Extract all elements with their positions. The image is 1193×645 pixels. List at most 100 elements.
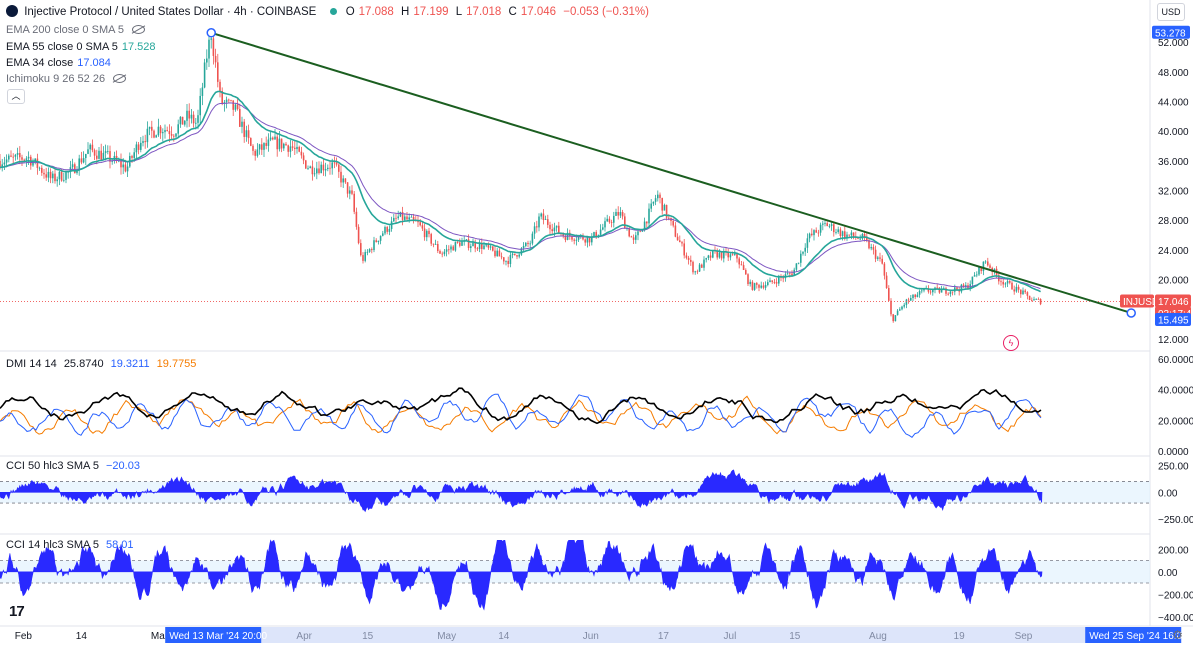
- candle-body: [982, 261, 985, 272]
- candle-body: [263, 143, 265, 150]
- flash-event-icon[interactable]: ϟ: [1003, 335, 1019, 351]
- candle-body: [243, 121, 245, 137]
- ema55-legend[interactable]: EMA 55 close 0 SMA 5 17.528: [6, 41, 156, 53]
- ema200-legend[interactable]: EMA 200 close 0 SMA 5: [6, 24, 149, 36]
- candle-body: [599, 229, 602, 235]
- candle-body: [452, 246, 454, 251]
- candle-body: [107, 151, 109, 152]
- cci50-legend[interactable]: CCI 50 hlc3 SMA 5 −20.03: [6, 460, 140, 472]
- last-price-tag: 17.046: [1158, 297, 1189, 308]
- candle-body: [1026, 292, 1029, 296]
- candle-body: [212, 38, 215, 56]
- candle-body: [252, 145, 254, 151]
- dmi-legend[interactable]: DMI 14 14 25.8740 19.3211 19.7755: [6, 358, 197, 370]
- chevron-up-icon[interactable]: ︿: [7, 89, 25, 104]
- tradingview-logo-icon[interactable]: 17: [9, 603, 25, 620]
- candle-body: [465, 239, 468, 241]
- candle-body: [366, 251, 369, 253]
- candle-body: [945, 288, 947, 294]
- currency-button[interactable]: USD: [1157, 3, 1185, 21]
- hidden-eye-icon[interactable]: [113, 74, 127, 83]
- candle-body: [1035, 298, 1037, 300]
- candle-body: [100, 150, 102, 160]
- candle-body: [775, 282, 778, 284]
- candle-body: [419, 222, 421, 226]
- candle-body: [98, 150, 100, 159]
- candle-body: [738, 258, 740, 265]
- candle-body: [591, 236, 593, 243]
- candle-body: [285, 143, 287, 146]
- candle-body: [269, 137, 272, 140]
- candle-body: [302, 155, 305, 161]
- price-tick-label: 36.000: [1158, 157, 1189, 168]
- candle-body: [835, 232, 837, 233]
- candle-body: [397, 216, 399, 219]
- candle-body: [408, 217, 410, 220]
- candle-body: [43, 172, 45, 175]
- symbol-title[interactable]: Injective Protocol / United States Dolla…: [24, 6, 317, 18]
- candle-body: [441, 253, 443, 255]
- candle-body: [863, 234, 866, 237]
- candle-body: [582, 235, 584, 240]
- candle-body: [848, 234, 850, 236]
- gear-icon[interactable]: ⚙: [1172, 628, 1183, 642]
- candle-body: [148, 126, 151, 129]
- ichimoku-legend[interactable]: Ichimoku 9 26 52 26: [6, 73, 130, 85]
- candle-body: [340, 171, 342, 183]
- candle-body: [850, 232, 853, 236]
- candle-body: [476, 248, 479, 250]
- high-value: 17.199: [413, 6, 449, 18]
- candle-body: [377, 240, 380, 242]
- candle-body: [663, 204, 666, 211]
- candle-body: [23, 159, 25, 161]
- candle-body: [179, 116, 182, 125]
- cci14-legend[interactable]: CCI 14 hlc3 SMA 5 58.01: [6, 539, 134, 551]
- candle-body: [41, 167, 43, 173]
- candle-body: [819, 224, 822, 233]
- candle-body: [448, 249, 450, 251]
- candle-body: [140, 142, 142, 150]
- candle-body: [929, 291, 932, 293]
- candle-body: [852, 232, 855, 237]
- candle-body: [390, 221, 393, 229]
- candle-body: [371, 249, 373, 251]
- hidden-eye-icon[interactable]: [132, 25, 146, 34]
- candle-body: [236, 104, 239, 110]
- candle-body: [654, 198, 657, 202]
- time-tick-label: Mar: [151, 631, 169, 642]
- candle-body: [78, 158, 80, 171]
- candle-body: [467, 239, 470, 248]
- ema55-value: 17.528: [121, 41, 156, 53]
- candle-body: [0, 160, 1, 168]
- candle-body: [305, 160, 307, 169]
- candle-body: [586, 236, 589, 243]
- candle-body: [247, 130, 250, 139]
- candle-body: [494, 250, 496, 257]
- candle-body: [824, 223, 826, 224]
- candle-body: [82, 158, 85, 163]
- candle-body: [470, 246, 472, 248]
- candle-body: [879, 257, 881, 259]
- candle-body: [771, 280, 773, 282]
- candle-body: [184, 120, 186, 125]
- candle-body: [619, 212, 622, 216]
- candle-body: [511, 253, 514, 256]
- candle-body: [461, 241, 463, 246]
- candle-body: [870, 247, 872, 249]
- ema34-legend[interactable]: EMA 34 close 17.084: [6, 57, 111, 69]
- candle-body: [239, 109, 241, 127]
- candle-body: [445, 249, 448, 252]
- candle-body: [868, 240, 870, 249]
- candle-body: [522, 245, 525, 249]
- symbol-tag: INJUSD: [1123, 297, 1159, 308]
- candle-body: [428, 230, 430, 235]
- ema34-value: 17.084: [77, 57, 111, 69]
- candle-body: [349, 190, 351, 194]
- candle-body: [406, 216, 408, 220]
- candle-body: [751, 281, 754, 290]
- time-range-highlight: [165, 627, 1132, 643]
- candle-body: [828, 225, 831, 227]
- candle-body: [837, 229, 839, 233]
- candle-body: [912, 294, 914, 299]
